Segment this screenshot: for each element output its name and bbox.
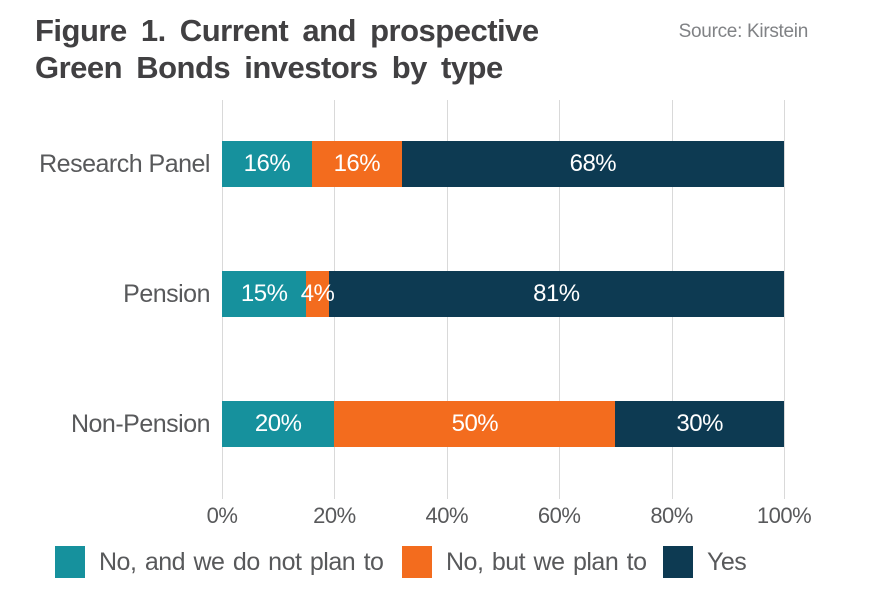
legend-label: Yes <box>707 547 747 576</box>
bar-segment: 81% <box>328 271 784 317</box>
chart-title: Figure 1. Current and prospective Green … <box>35 12 635 86</box>
bar-segment: 30% <box>615 401 784 447</box>
bar-segment: 16% <box>311 141 402 187</box>
bar-value-label: 68% <box>569 150 617 177</box>
source-label: Source: Kirstein <box>678 21 809 42</box>
legend: No, and we do not plan to No, but we plan… <box>0 546 872 586</box>
bar-value-label: 16% <box>333 150 381 177</box>
axis-tick <box>334 490 336 499</box>
axis-tick <box>222 490 223 499</box>
legend-label: No, but we plan to <box>446 547 647 576</box>
x-tick-label: 100% <box>756 503 812 528</box>
category-label: Pension <box>123 280 210 308</box>
bar-value-label: 4% <box>300 280 335 307</box>
bar-segment: 15% <box>222 271 307 317</box>
legend-item: No, and we do not plan to <box>55 546 384 578</box>
bar-row: 16% 16% 68% <box>222 141 784 187</box>
legend-label: No, and we do not plan to <box>99 547 384 576</box>
bar-segment: 4% <box>301 271 335 317</box>
legend-swatch <box>663 546 693 578</box>
x-tick-label: 60% <box>537 503 581 528</box>
chart-title-line1: Figure 1. Current and prospective <box>35 13 539 48</box>
x-tick-label: 0% <box>206 503 238 528</box>
axis-tick <box>671 490 673 499</box>
x-tick-label: 40% <box>425 503 469 528</box>
bar-value-label: 30% <box>676 410 723 437</box>
category-label: Research Panel <box>39 150 210 178</box>
x-tick-label: 80% <box>650 503 693 528</box>
legend-item: No, but we plan to <box>402 546 647 578</box>
bar-segment: 16% <box>222 141 312 187</box>
chart-title-line2: Green Bonds investors by type <box>35 50 503 85</box>
category-label: Non-Pension <box>70 410 211 438</box>
bar-segment: 68% <box>401 141 784 187</box>
bar-value-label: 81% <box>533 280 580 307</box>
x-tick-label: 20% <box>313 503 356 528</box>
bar-value-label: 15% <box>240 280 288 307</box>
bar-value-label: 20% <box>254 410 302 437</box>
legend-swatch <box>402 546 432 578</box>
bar-value-label: 16% <box>243 150 291 177</box>
axis-tick <box>559 490 561 499</box>
axis-tick <box>784 490 785 499</box>
bar-segment: 50% <box>334 401 616 447</box>
legend-item: Yes <box>663 546 747 578</box>
legend-swatch <box>55 546 85 578</box>
plot-area: 16% 16% 68% 15% 4% 81% 20% 50% 30% <box>222 100 785 499</box>
bar-segment: 20% <box>222 401 335 447</box>
grid-line <box>784 100 785 490</box>
axis-tick <box>446 490 448 499</box>
bar-row: 20% 50% 30% <box>222 401 784 447</box>
bar-value-label: 50% <box>451 410 499 437</box>
bar-row: 15% 4% 81% <box>222 271 784 317</box>
